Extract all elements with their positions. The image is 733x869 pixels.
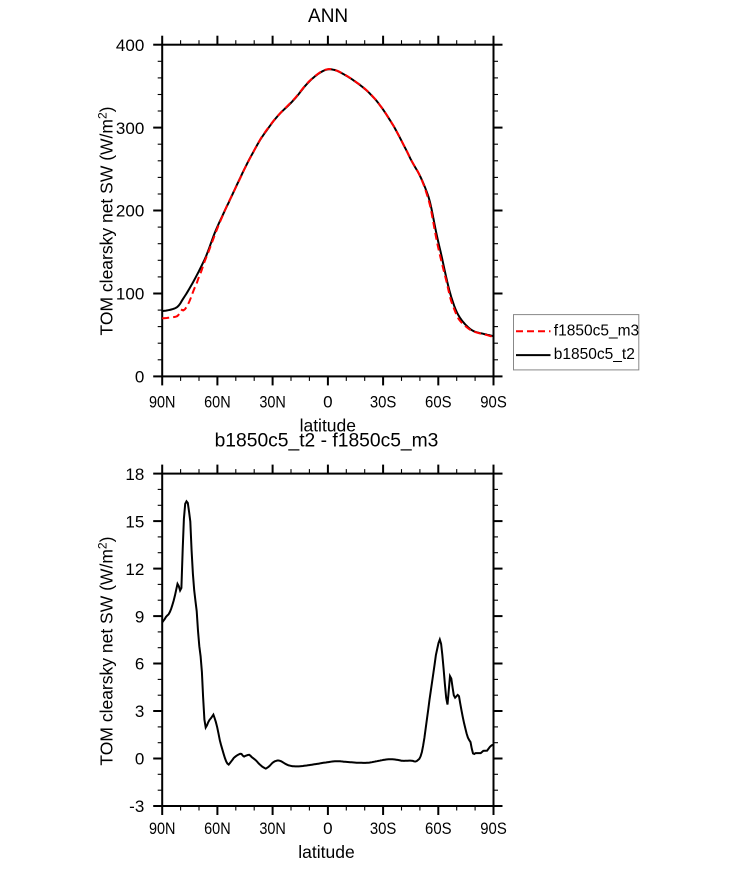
svg-text:0: 0 [323,393,332,412]
svg-text:TOM clearsky net SW (W/m2): TOM clearsky net SW (W/m2) [96,537,117,766]
svg-text:30N: 30N [259,393,286,412]
svg-text:60S: 60S [425,393,452,412]
svg-text:30S: 30S [370,819,397,838]
svg-text:15: 15 [125,512,144,531]
svg-text:3: 3 [135,702,144,721]
svg-text:TOM clearsky net SW (W/m2): TOM clearsky net SW (W/m2) [96,106,117,335]
svg-text:b1850c5_t2 - f1850c5_m3: b1850c5_t2 - f1850c5_m3 [215,431,439,452]
svg-text:90S: 90S [480,393,507,412]
svg-text:60N: 60N [204,819,231,838]
svg-text:ANN: ANN [308,6,348,27]
svg-text:400: 400 [116,36,144,55]
svg-text:90N: 90N [149,393,176,412]
svg-text:b1850c5_t2: b1850c5_t2 [554,346,635,363]
svg-text:12: 12 [125,560,144,579]
svg-text:30N: 30N [259,819,286,838]
svg-text:300: 300 [116,119,144,138]
svg-text:200: 200 [116,202,144,221]
svg-text:100: 100 [116,285,144,304]
svg-text:90S: 90S [480,819,507,838]
svg-text:0: 0 [135,750,144,769]
svg-text:30S: 30S [370,393,397,412]
svg-text:0: 0 [135,368,144,387]
svg-text:latitude: latitude [300,416,356,436]
svg-text:18: 18 [125,465,144,484]
svg-text:0: 0 [323,819,332,838]
svg-text:f1850c5_m3: f1850c5_m3 [554,322,639,339]
svg-text:60N: 60N [204,393,231,412]
svg-text:latitude: latitude [298,842,354,862]
svg-text:6: 6 [135,655,144,674]
svg-text:9: 9 [135,607,144,626]
svg-text:-3: -3 [129,797,144,816]
svg-text:90N: 90N [149,819,176,838]
svg-text:60S: 60S [425,819,452,838]
